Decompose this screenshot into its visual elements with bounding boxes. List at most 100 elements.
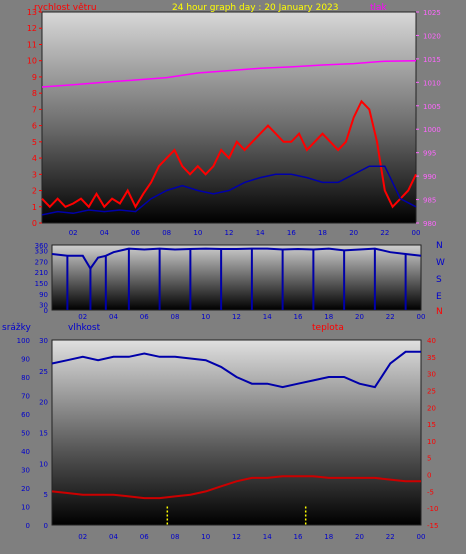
rain-axis-tick: 60 [21,411,30,419]
x-tick: 04 [100,229,109,237]
wind-axis-tick: 4 [32,154,37,163]
temperature-axis-tick: 30 [427,371,436,379]
direction-axis-tick: 270 [35,258,48,266]
wind-axis-tick: 0 [32,219,37,228]
pressure-axis-tick: 990 [423,173,436,181]
humidity-line [51,350,421,389]
temperature-axis-tick: 40 [427,337,436,345]
humidity-axis-tick: 10 [39,460,48,468]
pressure-axis-tick: 1015 [423,56,441,64]
temperature-line [51,475,421,500]
pressure-axis-tick: 985 [423,197,436,205]
x-tick: 18 [324,533,333,541]
x-tick: 02 [69,229,78,237]
x-tick: 16 [287,229,296,237]
x-tick: 14 [263,533,272,541]
wind-axis-tick: 11 [27,40,37,49]
x-tick: 06 [140,533,149,541]
wind-speed-label: rychlost větru [34,3,97,13]
compass-s: S [436,275,442,285]
humidity-label: vlhkost [68,323,101,333]
x-tick: 16 [294,533,303,541]
rain-axis-tick: 40 [21,448,30,456]
temperature-axis-tick: 25 [427,387,436,395]
pressure-line [41,60,417,88]
wind-axis-tick: 1 [32,203,37,212]
humidity-axis-tick: 15 [39,430,48,438]
humidity-axis-tick: 0 [44,522,48,530]
x-tick: 08 [171,533,180,541]
pressure-axis-tick: 1000 [423,126,441,134]
temperature-axis-tick: 5 [427,455,431,463]
x-tick: 22 [380,229,389,237]
x-tick: 00 [417,313,426,321]
rain-axis-tick: 80 [21,374,30,382]
x-tick: 08 [171,313,180,321]
x-tick: 08 [162,229,171,237]
wind-panel [41,11,417,224]
temperature-axis-tick: 15 [427,421,436,429]
direction-axis-tick: 0 [44,307,48,315]
rain-axis-tick: 70 [21,393,30,401]
x-tick: 20 [349,229,358,237]
x-tick: 10 [201,313,210,321]
x-tick: 02 [78,313,87,321]
humidity-panel [51,339,422,526]
x-tick: 14 [263,313,272,321]
pressure-axis-tick: 1005 [423,103,441,111]
direction-axis-tick: 210 [35,269,48,277]
temperature-axis-tick: -10 [427,505,438,513]
wind-axis-tick: 6 [32,122,37,131]
wind-axis-tick: 3 [32,170,37,179]
x-tick: 16 [294,313,303,321]
humidity-axis-tick: 30 [39,337,48,345]
temperature-axis-tick: 35 [427,354,436,362]
wind-axis-tick: 8 [32,89,37,98]
temperature-axis-tick: -15 [427,522,438,530]
x-tick: 18 [324,313,333,321]
wind-axis-tick: 13 [27,8,37,17]
x-tick: 20 [355,533,364,541]
x-tick: 22 [386,533,395,541]
wind-average-line [41,165,417,216]
x-tick: 18 [318,229,327,237]
x-tick: 04 [109,533,118,541]
direction-axis-tick: 30 [39,302,48,310]
graph-title: 24 hour graph day : 20 January 2023 [172,3,339,13]
wind-axis-tick: 7 [32,105,37,114]
compass-n-bottom: N [436,307,443,317]
compass-e: E [436,292,442,302]
x-tick: 06 [131,229,140,237]
wind-axis-tick: 9 [32,73,37,82]
compass-n-top: N [436,241,443,251]
x-tick: 10 [193,229,202,237]
direction-panel [51,244,422,311]
wind-axis-tick: 10 [27,57,37,66]
direction-axis-tick: 150 [35,280,48,288]
rain-label: srážky [2,323,32,333]
x-tick: 12 [232,533,241,541]
direction-axis-tick: 90 [39,291,48,299]
x-tick: 20 [355,313,364,321]
temperature-axis-tick: 10 [427,438,436,446]
x-tick: 14 [256,229,265,237]
direction-axis-tick: 330 [35,247,48,255]
temperature-axis-tick: 20 [427,404,436,412]
temperature-axis-tick: 0 [427,472,431,480]
rain-axis-tick: 50 [21,430,30,438]
pressure-axis-tick: 1025 [423,9,441,17]
wind-speed-line [41,99,417,209]
x-tick: 10 [201,533,210,541]
x-tick: 12 [225,229,234,237]
x-tick: 22 [386,313,395,321]
pressure-axis-tick: 995 [423,150,436,158]
rain-axis-tick: 100 [17,337,30,345]
x-tick: 12 [232,313,241,321]
rain-axis-tick: 10 [21,504,30,512]
wind-axis-tick: 5 [32,138,37,147]
x-tick: 02 [78,533,87,541]
pressure-axis-tick: 1020 [423,32,441,40]
x-tick: 00 [412,229,421,237]
pressure-label: tlak [370,3,388,13]
